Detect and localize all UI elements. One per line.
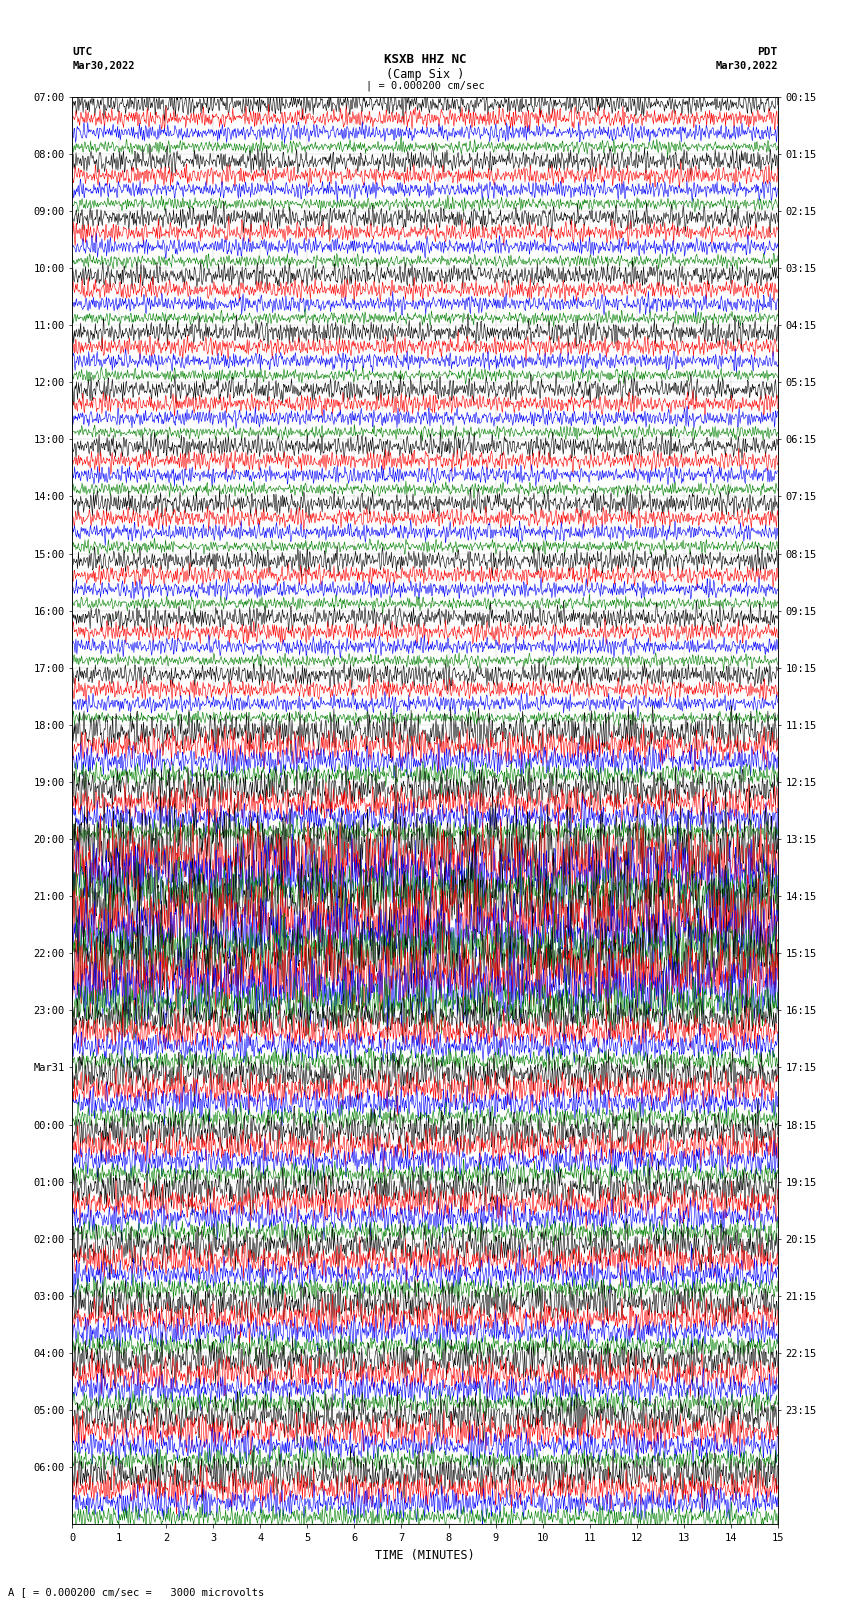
Text: UTC: UTC (72, 47, 93, 56)
Text: PDT: PDT (757, 47, 778, 56)
Text: KSXB HHZ NC: KSXB HHZ NC (383, 53, 467, 66)
Text: (Camp Six ): (Camp Six ) (386, 68, 464, 81)
Text: | = 0.000200 cm/sec: | = 0.000200 cm/sec (366, 81, 484, 92)
X-axis label: TIME (MINUTES): TIME (MINUTES) (375, 1548, 475, 1561)
Text: A [ = 0.000200 cm/sec =   3000 microvolts: A [ = 0.000200 cm/sec = 3000 microvolts (8, 1587, 264, 1597)
Text: Mar30,2022: Mar30,2022 (715, 61, 778, 71)
Text: Mar30,2022: Mar30,2022 (72, 61, 135, 71)
